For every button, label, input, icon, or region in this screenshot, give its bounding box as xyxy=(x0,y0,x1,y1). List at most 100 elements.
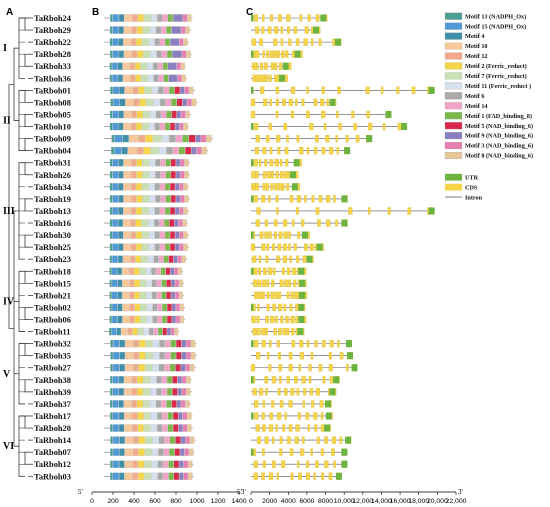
cds-box xyxy=(273,327,277,336)
motif-box xyxy=(111,327,117,336)
cds-box xyxy=(277,147,281,155)
axis-tick-label: 14,000 xyxy=(371,498,392,505)
motif-box xyxy=(112,183,119,191)
motif-box xyxy=(139,291,147,300)
motif-box xyxy=(162,315,167,324)
utr-box xyxy=(251,123,254,131)
phylogenetic-tree xyxy=(8,17,28,477)
cds-box xyxy=(288,279,292,287)
cds-box xyxy=(319,400,324,408)
motif-box xyxy=(187,14,192,22)
cds-box xyxy=(254,26,260,34)
cds-box xyxy=(269,50,274,58)
cds-box xyxy=(262,424,266,432)
utr-box xyxy=(298,267,305,275)
gene-label: TaRboh11 xyxy=(34,328,70,337)
motif-box xyxy=(110,376,113,384)
motif-box xyxy=(132,448,139,456)
motif-box xyxy=(159,243,165,251)
utr-box xyxy=(346,352,353,360)
axis-tick-label: 20,000 xyxy=(427,498,448,505)
utr-box xyxy=(366,135,373,143)
cds-box xyxy=(275,171,279,179)
cds-box xyxy=(265,135,270,143)
motif-box xyxy=(175,171,181,179)
motif-box xyxy=(161,376,167,384)
motif-box xyxy=(123,195,132,203)
cds-box xyxy=(285,315,289,324)
motif-box xyxy=(180,436,186,444)
motif-box xyxy=(118,14,125,22)
motif-box xyxy=(158,74,164,82)
cds-box xyxy=(250,364,256,372)
cds-box xyxy=(262,279,267,287)
utr-box xyxy=(278,74,285,82)
motif-box xyxy=(176,98,183,107)
motif-box xyxy=(109,195,113,203)
motif-box xyxy=(131,38,136,46)
cds-box xyxy=(264,231,269,239)
motif-box xyxy=(195,134,201,143)
cds-box xyxy=(287,26,291,34)
cds-box xyxy=(298,364,301,372)
motif-box xyxy=(153,327,158,336)
cds-box xyxy=(265,327,269,336)
cds-box xyxy=(296,255,300,263)
legend-swatch xyxy=(444,42,463,50)
cds-box xyxy=(291,267,297,275)
utr-box xyxy=(291,183,298,191)
motif-box xyxy=(131,376,138,384)
motif-box xyxy=(157,14,163,22)
motif-box xyxy=(174,327,179,336)
motif-box xyxy=(118,50,124,58)
motif-box xyxy=(143,412,151,420)
motif-box xyxy=(118,388,124,396)
motif-box xyxy=(130,255,136,263)
motif-box xyxy=(164,436,170,444)
motif-box xyxy=(112,50,119,58)
cds-box xyxy=(280,315,284,324)
gene-label: TaRboh27 xyxy=(34,364,71,373)
cds-box xyxy=(293,243,297,251)
motif-box xyxy=(118,195,124,203)
cds-box xyxy=(251,38,256,46)
motif-box xyxy=(160,98,166,107)
motif-box xyxy=(112,412,119,420)
gene-label: TaRboh32 xyxy=(34,340,71,349)
axis-tick-label: 800 xyxy=(170,498,182,505)
motif-box xyxy=(119,86,125,95)
motif-box xyxy=(124,376,132,384)
motif-box xyxy=(117,62,123,70)
motif-box xyxy=(156,388,162,396)
motif-box xyxy=(181,26,186,34)
motif-box xyxy=(139,351,146,360)
motif-box xyxy=(170,171,176,179)
legend-label: Motif 14 xyxy=(465,103,488,110)
motif-box xyxy=(173,412,179,420)
motif-box xyxy=(158,327,163,336)
cds-box xyxy=(269,412,273,420)
motif-box xyxy=(175,159,181,167)
axis-tick-label: 1000 xyxy=(189,498,204,505)
motif-box xyxy=(149,400,156,408)
motif-box xyxy=(156,267,161,275)
cds-box xyxy=(282,98,286,107)
motif-box xyxy=(124,424,133,432)
cds-box xyxy=(263,267,267,275)
motif-box xyxy=(146,315,153,324)
cds-box xyxy=(316,436,320,444)
motif-box xyxy=(109,110,113,119)
motif-box xyxy=(176,62,181,70)
motif-box xyxy=(132,472,138,480)
cds-box xyxy=(255,171,259,179)
motif-box xyxy=(176,400,181,408)
motif-box xyxy=(111,134,115,143)
motif-box xyxy=(132,424,138,432)
axis-tick-label: 0 xyxy=(249,498,253,505)
motif-box xyxy=(158,364,165,372)
motif-box xyxy=(131,159,137,167)
motif-box xyxy=(112,472,119,480)
cds-box xyxy=(331,448,335,456)
motif-box xyxy=(184,159,189,167)
motif-box xyxy=(118,159,124,167)
